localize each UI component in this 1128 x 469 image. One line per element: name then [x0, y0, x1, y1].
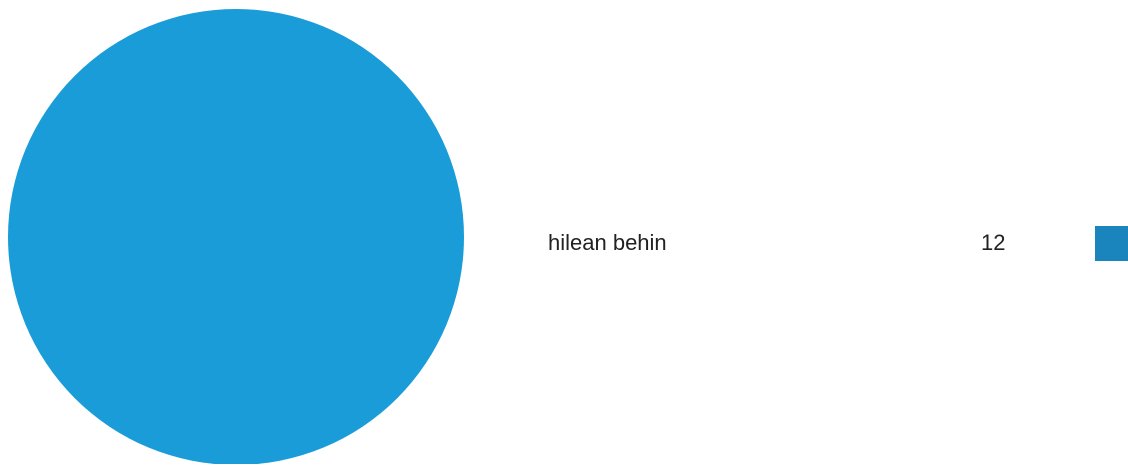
pie-slices: [8, 9, 464, 465]
pie-slice-0: [8, 9, 464, 465]
legend-color-swatch: [1095, 226, 1128, 261]
legend-value: 12: [981, 230, 1006, 255]
legend-label: hilean behin: [548, 230, 667, 255]
legend-item: hilean behin 12: [548, 226, 1128, 266]
